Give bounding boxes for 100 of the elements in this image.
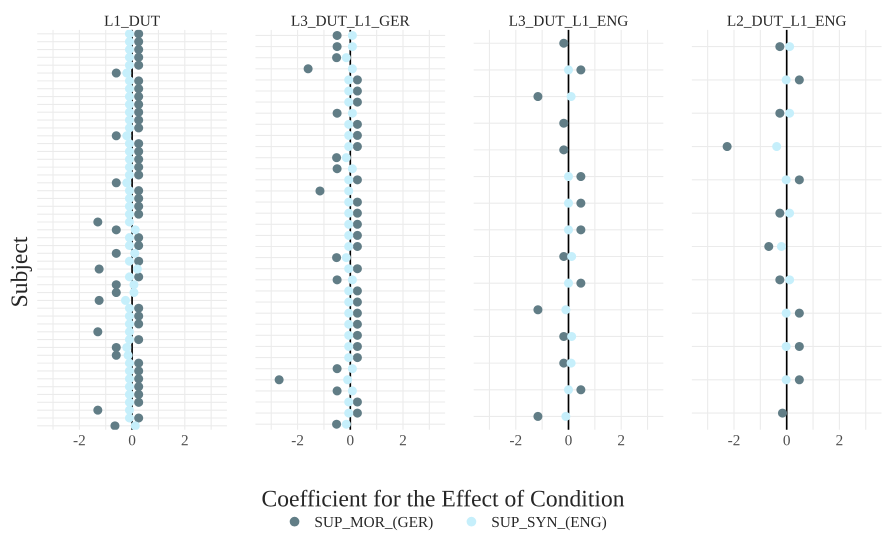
point bbox=[332, 30, 342, 40]
point bbox=[124, 170, 134, 180]
point bbox=[564, 278, 573, 288]
point bbox=[561, 412, 570, 421]
point bbox=[124, 382, 134, 392]
point bbox=[533, 412, 542, 421]
point bbox=[134, 92, 144, 102]
point bbox=[785, 42, 794, 52]
point bbox=[344, 98, 354, 107]
point bbox=[124, 30, 134, 38]
point bbox=[134, 256, 144, 266]
point bbox=[352, 408, 362, 418]
point bbox=[343, 375, 352, 384]
point bbox=[124, 146, 134, 156]
point bbox=[344, 286, 354, 296]
point bbox=[124, 154, 134, 164]
point bbox=[110, 421, 120, 430]
point bbox=[122, 178, 132, 188]
point bbox=[124, 366, 134, 376]
x-tick-label: -2 bbox=[74, 435, 85, 446]
point bbox=[304, 64, 313, 74]
point bbox=[344, 75, 354, 84]
point bbox=[348, 275, 357, 284]
point bbox=[775, 42, 784, 52]
point bbox=[122, 342, 132, 352]
point bbox=[112, 288, 121, 298]
point bbox=[344, 397, 354, 406]
point bbox=[566, 92, 576, 102]
point bbox=[722, 142, 732, 152]
point bbox=[93, 327, 102, 336]
point bbox=[124, 202, 134, 211]
point bbox=[124, 84, 134, 94]
point bbox=[134, 116, 144, 125]
point bbox=[112, 178, 121, 188]
point bbox=[134, 382, 144, 392]
point bbox=[315, 186, 324, 196]
point bbox=[124, 52, 134, 62]
chart-title: L3_DUT_L1_ENG bbox=[509, 16, 628, 28]
point bbox=[782, 375, 791, 384]
point bbox=[332, 420, 342, 429]
point bbox=[352, 130, 362, 140]
point bbox=[344, 130, 354, 140]
point bbox=[564, 385, 573, 394]
point bbox=[134, 154, 144, 164]
point bbox=[112, 131, 121, 140]
point bbox=[567, 332, 576, 341]
point bbox=[112, 248, 121, 258]
point bbox=[782, 75, 791, 84]
point bbox=[344, 186, 354, 196]
point bbox=[567, 252, 576, 261]
point bbox=[772, 142, 782, 152]
point bbox=[559, 332, 568, 341]
point bbox=[348, 42, 357, 52]
point bbox=[344, 320, 354, 329]
point bbox=[134, 30, 144, 38]
point bbox=[124, 272, 134, 282]
x-tick-label: -2 bbox=[510, 435, 522, 446]
point bbox=[332, 108, 342, 118]
point bbox=[134, 170, 144, 180]
x-tick-label: 0 bbox=[128, 435, 136, 446]
point bbox=[344, 208, 354, 218]
point bbox=[782, 342, 791, 351]
point bbox=[344, 308, 354, 318]
point bbox=[124, 194, 134, 203]
point bbox=[129, 280, 138, 290]
point bbox=[134, 52, 144, 62]
point bbox=[344, 242, 354, 251]
point bbox=[134, 76, 144, 86]
point bbox=[344, 220, 354, 229]
point bbox=[785, 275, 794, 284]
point bbox=[134, 37, 144, 46]
point bbox=[782, 175, 791, 184]
point bbox=[344, 298, 354, 307]
point bbox=[124, 327, 134, 336]
point bbox=[566, 358, 576, 368]
point bbox=[112, 225, 121, 234]
point bbox=[348, 30, 357, 40]
x-tick-label: 2 bbox=[618, 435, 624, 446]
point bbox=[332, 275, 342, 284]
point bbox=[134, 312, 144, 321]
x-tick-label: 0 bbox=[347, 435, 354, 446]
point bbox=[576, 225, 586, 234]
point bbox=[134, 45, 144, 54]
point bbox=[134, 414, 144, 422]
point bbox=[352, 86, 362, 96]
point bbox=[785, 208, 794, 218]
point bbox=[134, 162, 144, 172]
point bbox=[344, 330, 354, 340]
point bbox=[124, 108, 134, 117]
point bbox=[134, 304, 144, 313]
point bbox=[564, 65, 573, 74]
point bbox=[564, 172, 573, 182]
point bbox=[134, 335, 144, 344]
point bbox=[344, 408, 354, 418]
point bbox=[344, 198, 354, 207]
x-tick-label: 2 bbox=[182, 435, 188, 446]
point bbox=[134, 100, 144, 109]
point bbox=[348, 108, 357, 118]
point bbox=[332, 153, 342, 162]
point bbox=[332, 364, 342, 374]
